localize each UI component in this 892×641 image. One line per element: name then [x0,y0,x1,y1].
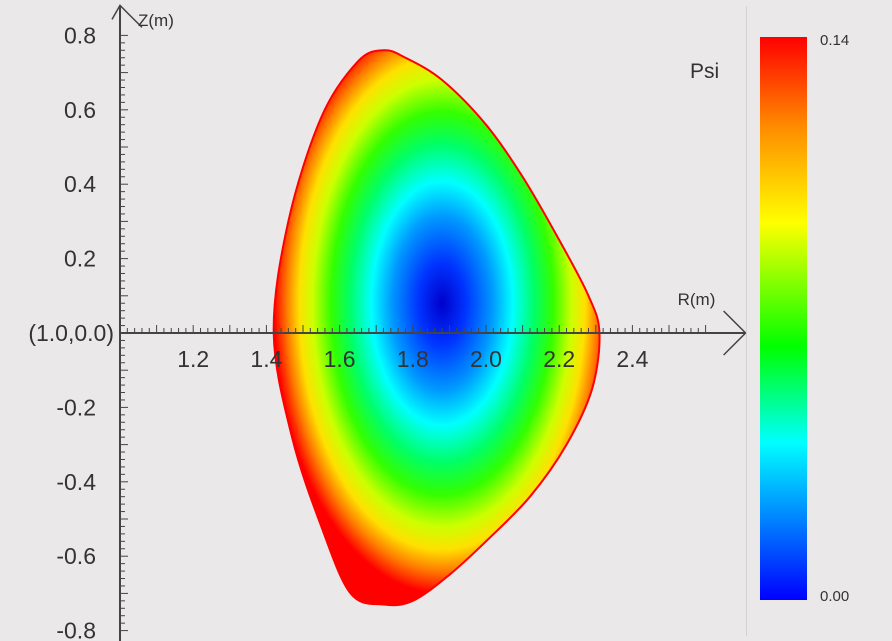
x-tick-label: 2.0 [470,346,502,372]
x-tick-label: 1.4 [250,346,282,372]
x-tick-label: 2.4 [616,346,648,372]
psi-contour-region [272,49,601,607]
y-tick-label: -0.2 [56,394,96,420]
x-tick-label: 1.2 [177,346,209,372]
colorbar [760,37,807,600]
x-axis-label: R(m) [678,290,716,309]
x-axis-arrow [723,310,747,356]
colorbar-max-label: 0.14 [820,32,850,49]
origin-label: (1.0,0.0) [28,320,114,346]
x-tick-label: 2.2 [543,346,575,372]
y-axis-label: Z(m) [138,11,174,30]
y-tick-label: -0.4 [56,469,96,495]
panel-divider [746,6,747,636]
tick-marks [120,34,707,632]
axes [111,4,747,641]
y-tick-label: -0.6 [56,543,96,569]
tick-labels: 1.2 1.4 1.6 1.8 2.0 2.2 2.4 0.8 0.6 0.4 0.2 -0.2 -0.… [56,22,648,641]
y-tick-label: 0.8 [64,22,96,48]
x-tick-label: 1.6 [324,346,356,372]
y-tick-label: -0.8 [56,618,96,641]
colorbar-title: Psi [690,60,720,83]
x-tick-label: 1.8 [397,346,429,372]
colorbar-min-label: 0.00 [820,588,850,605]
y-tick-label: 0.2 [64,246,96,272]
y-tick-label: 0.4 [64,171,96,197]
y-axis-arrow [111,4,143,28]
y-tick-label: 0.6 [64,97,96,123]
